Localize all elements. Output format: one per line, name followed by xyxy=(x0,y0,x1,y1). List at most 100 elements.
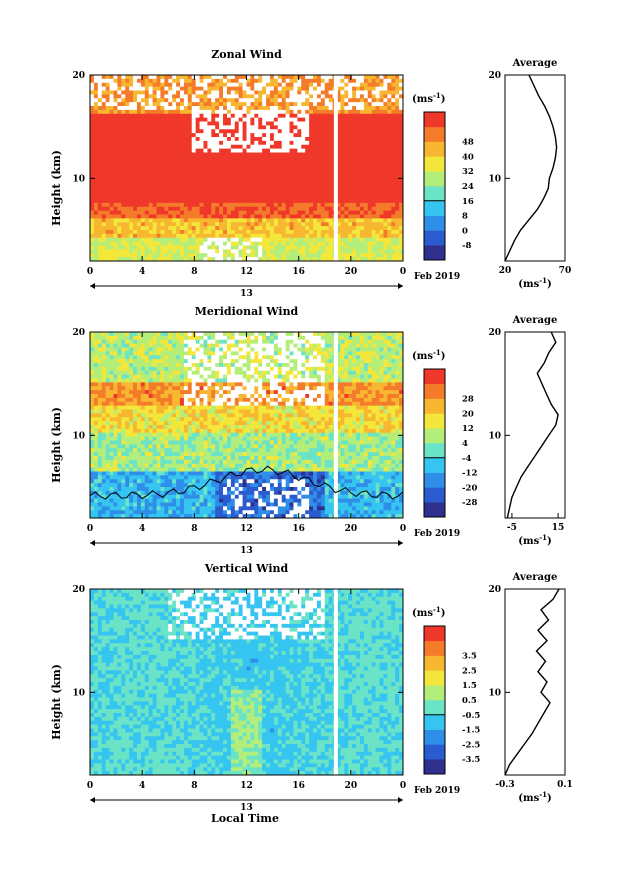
heatmap-cell xyxy=(125,226,130,231)
heatmap-cell xyxy=(172,359,177,364)
heatmap-cell xyxy=(391,129,396,134)
heatmap-cell xyxy=(176,359,181,364)
heatmap-cell xyxy=(203,347,208,352)
heatmap-cell xyxy=(176,249,181,254)
heatmap-cell xyxy=(391,137,396,142)
heatmap-cell xyxy=(183,144,189,150)
heatmap-cell xyxy=(156,366,161,372)
heatmap-cell xyxy=(336,191,341,196)
heatmap-cell xyxy=(285,113,290,119)
heatmap-cell xyxy=(203,249,208,254)
heatmap-cell xyxy=(383,249,388,254)
heatmap-cell xyxy=(371,351,377,356)
heatmap-cell xyxy=(266,253,271,258)
heatmap-cell xyxy=(262,183,267,188)
heatmap-cell xyxy=(367,78,373,84)
heatmap-cell xyxy=(223,366,228,372)
heatmap-cell xyxy=(90,226,95,231)
heatmap-cell xyxy=(148,382,153,387)
heatmap-cell xyxy=(125,332,130,337)
heatmap-cell xyxy=(254,113,259,119)
heatmap-cell xyxy=(246,241,251,246)
heatmap-cell xyxy=(246,257,251,261)
heatmap-cell xyxy=(320,241,326,246)
heatmap-cell xyxy=(160,90,165,95)
heatmap-cell xyxy=(363,351,369,356)
heatmap-cell xyxy=(344,343,349,348)
heatmap-cell xyxy=(203,191,208,196)
heatmap-cell xyxy=(246,117,251,122)
heatmap-cell xyxy=(121,245,126,250)
heatmap-cell xyxy=(117,183,122,188)
heatmap-cell xyxy=(348,90,353,95)
heatmap-cell xyxy=(328,378,333,383)
heatmap-cell xyxy=(168,94,173,99)
heatmap-cell xyxy=(191,382,197,387)
heatmap-cell xyxy=(387,347,392,352)
heatmap-cell xyxy=(97,195,103,200)
heatmap-cell xyxy=(328,78,333,84)
heatmap-cell xyxy=(219,257,224,261)
heatmap-cell xyxy=(309,137,314,142)
heatmap-cell xyxy=(305,237,310,243)
heatmap-cell xyxy=(215,199,220,204)
heatmap-cell xyxy=(234,382,240,387)
heatmap-cell xyxy=(387,164,392,169)
heatmap-cell xyxy=(399,148,403,153)
heatmap-cell xyxy=(336,335,341,341)
heatmap-cell xyxy=(156,90,161,95)
heatmap-cell xyxy=(226,214,232,219)
heatmap-cell xyxy=(183,206,189,212)
heatmap-cell xyxy=(187,355,193,360)
heatmap-cell xyxy=(363,133,369,138)
heatmap-cell xyxy=(199,378,204,383)
heatmap-cell xyxy=(105,378,110,383)
heatmap-cell xyxy=(273,378,279,383)
heatmap-cell xyxy=(266,179,271,184)
heatmap-cell xyxy=(199,117,204,122)
heatmap-cell xyxy=(152,374,157,379)
heatmap-cell xyxy=(246,75,251,80)
heatmap-cell xyxy=(273,339,279,345)
heatmap-cell xyxy=(203,78,208,84)
heatmap-cell xyxy=(328,218,333,223)
heatmap-cell xyxy=(320,335,326,341)
heatmap-cell xyxy=(199,102,204,107)
heatmap-cell xyxy=(297,164,302,169)
heatmap-cell xyxy=(97,94,103,99)
heatmap-cell xyxy=(101,94,107,99)
heatmap-cell xyxy=(375,210,380,215)
heatmap-cell xyxy=(391,109,396,115)
heatmap-cell xyxy=(97,117,103,122)
heatmap-cell xyxy=(399,179,403,184)
heatmap-cell xyxy=(183,94,189,99)
heatmap-cell xyxy=(93,195,99,200)
heatmap-cell xyxy=(269,140,275,146)
heatmap-cell xyxy=(97,187,103,192)
heatmap-cell xyxy=(395,366,400,372)
heatmap-cell xyxy=(309,113,314,119)
heatmap-cell xyxy=(262,86,267,91)
heatmap-cell xyxy=(309,75,314,80)
heatmap-cell xyxy=(234,160,240,165)
day-label: 13 xyxy=(240,289,253,299)
heatmap-cell xyxy=(144,168,150,173)
heatmap-cell xyxy=(269,121,275,126)
heatmap-cell xyxy=(219,121,224,126)
heatmap-cell xyxy=(93,137,99,142)
heatmap-cell xyxy=(395,113,400,119)
heatmap-cell xyxy=(375,206,380,212)
heatmap-cell xyxy=(101,78,107,84)
heatmap-cell xyxy=(105,148,110,153)
heatmap-cell xyxy=(144,351,150,356)
heatmap-cell xyxy=(324,133,330,138)
heatmap-cell xyxy=(109,191,114,196)
heatmap-cell xyxy=(230,343,236,348)
heatmap-cell xyxy=(90,195,95,200)
heatmap-cell xyxy=(144,117,150,122)
heatmap-cell xyxy=(269,249,275,254)
heatmap-cell xyxy=(387,187,392,192)
heatmap-cell xyxy=(230,121,236,126)
heatmap-cell xyxy=(101,90,107,95)
heatmap-cell xyxy=(140,210,146,215)
